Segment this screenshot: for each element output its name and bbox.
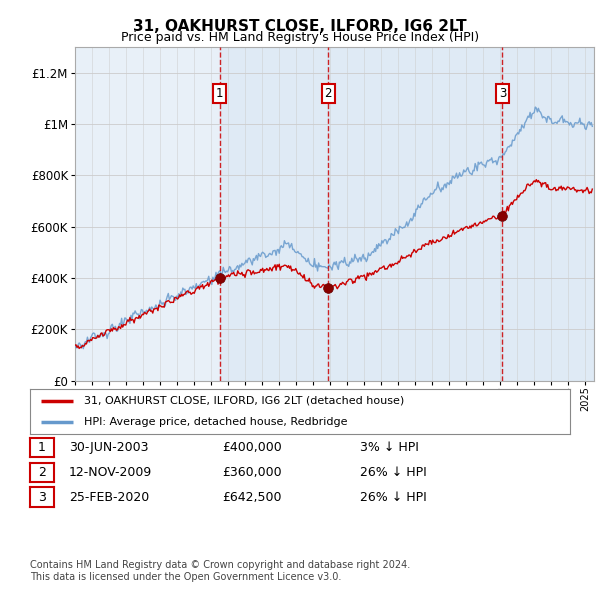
Text: Price paid vs. HM Land Registry's House Price Index (HPI): Price paid vs. HM Land Registry's House … <box>121 31 479 44</box>
Text: 26% ↓ HPI: 26% ↓ HPI <box>360 466 427 479</box>
Text: 30-JUN-2003: 30-JUN-2003 <box>69 441 149 454</box>
Text: 31, OAKHURST CLOSE, ILFORD, IG6 2LT (detached house): 31, OAKHURST CLOSE, ILFORD, IG6 2LT (det… <box>84 396 404 406</box>
Text: £642,500: £642,500 <box>222 490 281 504</box>
Text: £360,000: £360,000 <box>222 466 281 479</box>
Text: 3: 3 <box>38 490 46 504</box>
Text: 31, OAKHURST CLOSE, ILFORD, IG6 2LT: 31, OAKHURST CLOSE, ILFORD, IG6 2LT <box>133 19 467 34</box>
Bar <box>502 47 594 381</box>
Text: 26% ↓ HPI: 26% ↓ HPI <box>360 490 427 504</box>
Text: 2: 2 <box>325 87 332 100</box>
Text: HPI: Average price, detached house, Redbridge: HPI: Average price, detached house, Redb… <box>84 417 347 427</box>
Bar <box>220 47 328 381</box>
Text: 25-FEB-2020: 25-FEB-2020 <box>69 490 149 504</box>
Text: £400,000: £400,000 <box>222 441 282 454</box>
Text: 3: 3 <box>499 87 506 100</box>
Text: 2: 2 <box>38 466 46 479</box>
Bar <box>328 47 502 381</box>
Text: 12-NOV-2009: 12-NOV-2009 <box>69 466 152 479</box>
Text: 3% ↓ HPI: 3% ↓ HPI <box>360 441 419 454</box>
Text: 1: 1 <box>216 87 223 100</box>
Text: Contains HM Land Registry data © Crown copyright and database right 2024.
This d: Contains HM Land Registry data © Crown c… <box>30 560 410 582</box>
Text: 1: 1 <box>38 441 46 454</box>
